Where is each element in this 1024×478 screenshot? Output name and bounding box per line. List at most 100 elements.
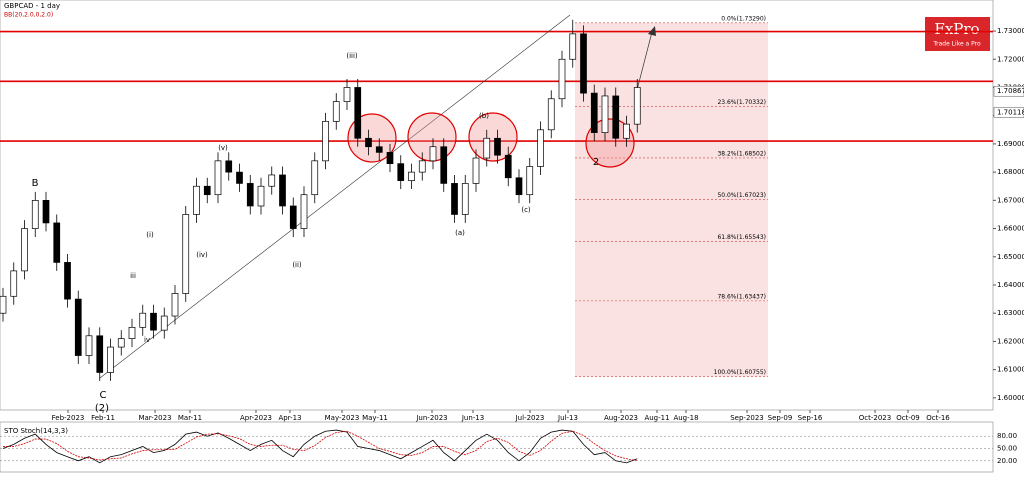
y-tick-label: 1.60000 — [997, 394, 1024, 402]
wave-label: (a) — [455, 229, 465, 237]
fib-label: 38.2%(1.68502) — [717, 150, 766, 157]
wave-label: (b) — [479, 112, 489, 120]
candle-body — [332, 101, 340, 122]
candle-body — [171, 293, 179, 317]
subtitle: BB(20,2.0,0,2.0) — [4, 12, 53, 19]
candle-body — [537, 129, 544, 167]
highlight-circle — [468, 112, 518, 162]
candle-body — [365, 137, 372, 148]
price-marker-label: 1.70867 — [997, 87, 1024, 95]
candle-body — [375, 146, 383, 153]
arrow — [636, 31, 653, 91]
stoch-tick-label: 80.00 — [997, 432, 1017, 440]
candle-body — [96, 335, 104, 373]
candle-body — [21, 228, 28, 272]
x-tick-label: Feb-11 — [91, 414, 115, 422]
stoch-tick-label: 20.00 — [997, 457, 1017, 465]
candle-body — [590, 92, 598, 133]
wave-label: (2) — [95, 403, 109, 414]
candle-body — [623, 123, 630, 139]
logo-tagline: Trade Like a Pro — [932, 41, 981, 48]
candle-body — [354, 87, 362, 139]
candle-body — [64, 262, 71, 300]
wave-label: (i) — [146, 231, 154, 239]
y-tick-label: 1.62000 — [997, 337, 1024, 345]
y-tick-label: 1.66000 — [997, 225, 1024, 233]
wave-label: (v) — [218, 144, 228, 152]
fib-label: 23.6%(1.70332) — [717, 99, 766, 106]
x-tick-label: Sep-2023 — [730, 414, 764, 422]
x-tick-label: Oct-16 — [926, 414, 950, 422]
candle-body — [580, 33, 587, 94]
chart-title: GBPCAD - 1 day — [4, 2, 60, 10]
candle-body — [494, 137, 501, 156]
candle-body — [300, 194, 308, 229]
wave-label: iv — [144, 336, 150, 344]
candle-body — [128, 326, 136, 339]
candle-body — [10, 270, 18, 297]
candle-body — [0, 295, 7, 314]
candle-body — [515, 177, 523, 196]
x-tick-label: May-11 — [362, 414, 388, 422]
candle-body — [107, 346, 114, 373]
wave-label: B — [32, 178, 39, 189]
logo-box — [925, 17, 990, 51]
x-tick-label: Apr-13 — [278, 414, 301, 422]
y-tick-label: 1.72000 — [997, 55, 1024, 63]
candle-body — [150, 312, 157, 331]
candle-body — [322, 120, 329, 162]
logo: FxPro — [934, 20, 979, 38]
x-tick-label: Jun-2023 — [415, 414, 447, 422]
candle-body — [279, 174, 286, 207]
x-tick-label: Jul-13 — [557, 414, 578, 422]
candle-body — [483, 137, 491, 159]
fib-label: 50.0%(1.67023) — [717, 192, 766, 199]
candle-body — [257, 185, 265, 207]
stoch-frame — [0, 421, 994, 473]
wave-label: C — [100, 390, 107, 401]
x-tick-label: Oct-09 — [896, 414, 920, 422]
candle-body — [203, 185, 211, 196]
x-tick-label: Oct-2023 — [859, 414, 891, 422]
y-tick-label: 1.73000 — [997, 27, 1024, 35]
price-marker — [993, 85, 1024, 97]
y-tick-label: 1.63000 — [997, 309, 1024, 317]
candle-body — [343, 87, 351, 102]
candle-body — [53, 222, 61, 263]
candle-body — [139, 312, 147, 328]
wave-label: iii — [130, 272, 136, 280]
candle-body — [268, 174, 276, 187]
candle-body — [160, 315, 168, 331]
y-tick-label: 1.67000 — [997, 196, 1024, 204]
candle-body — [386, 152, 394, 165]
x-tick-label: May-2023 — [325, 414, 360, 422]
candle-body — [633, 87, 641, 125]
candle-body — [236, 171, 243, 184]
candle-body — [85, 335, 93, 356]
candle-body — [547, 98, 555, 131]
candle-body — [117, 338, 125, 348]
main-frame — [0, 0, 994, 411]
candle-body — [569, 33, 577, 60]
fib-label: 61.8%(1.65543) — [717, 234, 766, 241]
x-tick-label: Jul-2023 — [515, 414, 545, 422]
candle-body — [601, 95, 609, 133]
candle-body — [472, 157, 480, 184]
stoch-line — [3, 430, 638, 462]
y-tick-label: 1.61000 — [997, 366, 1024, 374]
candle-body — [225, 160, 233, 173]
x-tick-label: Aug-11 — [644, 414, 669, 422]
candle-body — [246, 183, 254, 207]
candle-body — [418, 160, 426, 173]
candle-body — [612, 95, 620, 139]
candle-body — [461, 183, 469, 215]
wave-label: (iii) — [346, 52, 358, 60]
x-tick-label: Mar-2023 — [138, 414, 171, 422]
wave-label: (ii) — [292, 261, 302, 269]
candle-body — [397, 163, 405, 181]
x-tick-label: Jun-13 — [461, 414, 484, 422]
arrow-head — [648, 26, 656, 36]
candle-body — [526, 166, 534, 196]
stoch-line — [2, 429, 638, 464]
